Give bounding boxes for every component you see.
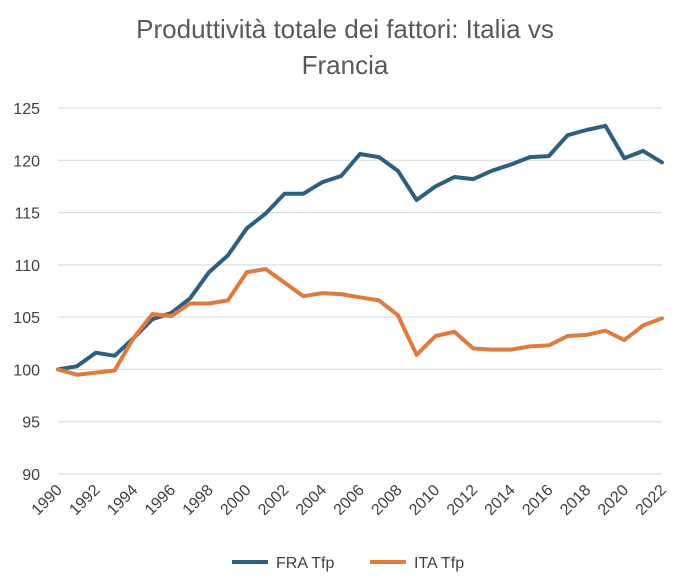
series-line-ita xyxy=(56,267,664,377)
x-tick-label: 2002 xyxy=(255,482,292,519)
chart-title-line-2: Francia xyxy=(302,50,389,80)
x-tick-label: 1990 xyxy=(29,482,66,519)
x-tick-label: 1994 xyxy=(104,482,141,519)
x-tick-label: 2012 xyxy=(444,482,481,519)
x-tick-label: 1992 xyxy=(66,482,103,519)
x-tick-label: 2006 xyxy=(331,482,368,519)
x-tick-label: 2016 xyxy=(519,482,556,519)
y-tick-label: 120 xyxy=(13,153,40,170)
chart-title-line-1: Produttività totale dei fattori: Italia … xyxy=(136,14,554,44)
series-line-fra xyxy=(56,123,664,372)
y-tick-label: 100 xyxy=(13,362,40,379)
y-tick-label: 105 xyxy=(13,310,40,327)
x-tick-label: 2020 xyxy=(595,482,632,519)
x-tick-label: 2022 xyxy=(633,482,670,519)
x-tick-label: 2004 xyxy=(293,482,330,519)
legend-label-fra: FRA Tfp xyxy=(276,555,334,572)
y-axis-tick-labels: 90 95 100 105 110 115 120 125 xyxy=(13,101,40,484)
series-lines xyxy=(56,123,664,377)
y-tick-label: 110 xyxy=(14,258,40,275)
legend: FRA Tfp ITA Tfp xyxy=(232,555,464,572)
y-tick-label: 125 xyxy=(13,101,40,118)
x-tick-label: 2008 xyxy=(368,482,405,519)
legend-label-ita: ITA Tfp xyxy=(414,555,464,572)
x-axis-tick-labels: 1990 1992 1994 1996 1998 2000 2002 2004 2006 2008… xyxy=(29,482,670,519)
y-tick-label: 90 xyxy=(22,467,40,484)
y-tick-label: 95 xyxy=(22,415,40,432)
legend-item-ita: ITA Tfp xyxy=(370,555,464,572)
gridlines xyxy=(58,107,662,475)
x-tick-label: 1998 xyxy=(180,482,217,519)
x-tick-label: 2014 xyxy=(482,482,519,519)
y-tick-label: 115 xyxy=(14,206,40,223)
x-tick-label: 1996 xyxy=(142,482,179,519)
x-tick-label: 2018 xyxy=(557,482,594,519)
x-tick-label: 2010 xyxy=(406,482,443,519)
x-tick-label: 2000 xyxy=(217,482,254,519)
legend-item-fra: FRA Tfp xyxy=(232,555,334,572)
